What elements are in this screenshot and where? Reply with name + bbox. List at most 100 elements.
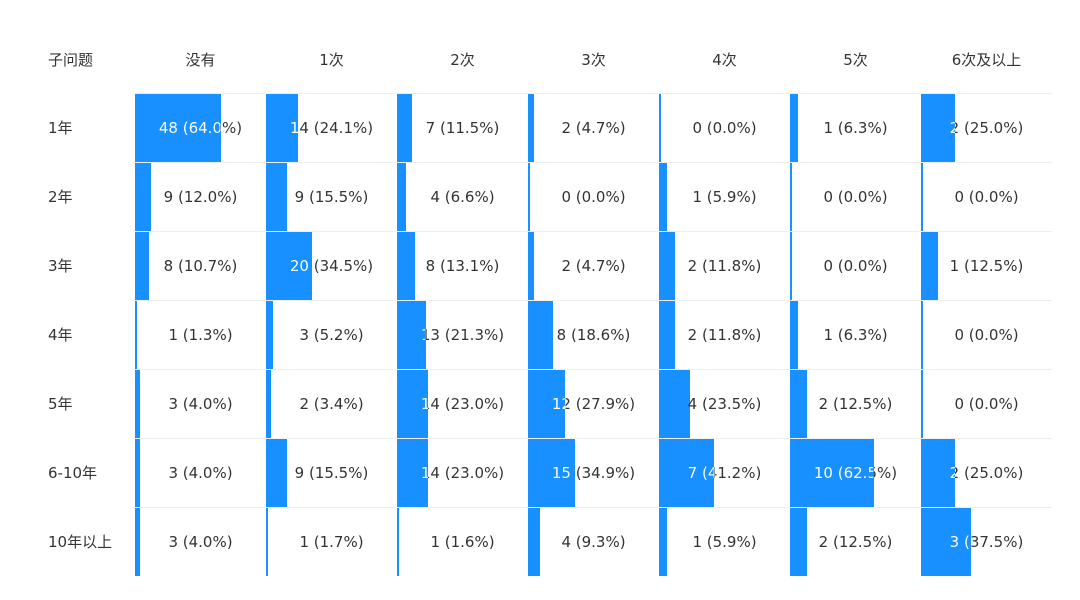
percent-bar: [659, 370, 691, 438]
cell-value: 1 (5.9%): [692, 188, 757, 206]
column-header: 6次及以上: [951, 51, 1022, 69]
cell-value: 13 (21.3%): [420, 326, 505, 344]
cell-value: 12 (27.9%): [551, 395, 636, 413]
data-cell: 3 (4.0%): [135, 369, 266, 438]
percent-bar: [921, 163, 923, 231]
percent-bar: [659, 301, 675, 369]
percent-bar: [397, 163, 406, 231]
data-cell: 4 (6.6%): [397, 162, 528, 231]
cell-value: 1 (1.3%): [168, 326, 233, 344]
percent-bar: [790, 232, 792, 300]
column-header: 5次: [843, 51, 868, 69]
row-label: 6-10年: [48, 464, 98, 482]
percent-bar: [790, 370, 807, 438]
percent-bar: [397, 94, 413, 162]
percent-bar: [659, 163, 667, 231]
cell-value: 2 (25.0%): [949, 119, 1024, 137]
percent-bar: [659, 439, 715, 507]
cell-value: 3 (4.0%): [168, 395, 233, 413]
column-header: 1次: [319, 51, 344, 69]
data-cell: 2 (11.8%): [659, 231, 790, 300]
cell-value: 2 (11.8%): [687, 257, 762, 275]
corner-header: 子问题: [48, 51, 94, 69]
data-cell: 2 (4.7%): [528, 93, 659, 162]
cell-value: 7 (11.5%): [425, 119, 500, 137]
cell-value: 2 (25.0%): [949, 464, 1024, 482]
cell-value: 0 (0.0%): [954, 395, 1019, 413]
cell-value: 9 (15.5%): [294, 464, 369, 482]
percent-bar: [921, 508, 972, 576]
data-cell: 15 (34.9%): [528, 438, 659, 507]
cell-value: 0 (0.0%): [823, 188, 888, 206]
data-cell: 0 (0.0%): [921, 369, 1052, 438]
cell-value: 8 (18.6%): [556, 326, 631, 344]
data-cell: 14 (23.0%): [397, 438, 528, 507]
data-cell: 0 (0.0%): [528, 162, 659, 231]
data-cell: 2 (4.7%): [528, 231, 659, 300]
percent-bar: [659, 232, 675, 300]
percent-bar: [528, 370, 566, 438]
column-header: 2次: [450, 51, 475, 69]
data-cell: 0 (0.0%): [790, 162, 921, 231]
cell-value: 1 (5.9%): [692, 533, 757, 551]
percent-bar: [790, 301, 799, 369]
percent-bar: [397, 301, 426, 369]
cell-value: 1 (6.3%): [823, 119, 888, 137]
percent-bar: [659, 508, 667, 576]
cell-value: 15 (34.9%): [551, 464, 636, 482]
cell-value: 2 (11.8%): [687, 326, 762, 344]
percent-bar: [266, 439, 287, 507]
cell-value: 8 (10.7%): [163, 257, 238, 275]
data-cell: 1 (6.3%): [790, 93, 921, 162]
cell-value: 1 (6.3%): [823, 326, 888, 344]
data-cell: 3 (4.0%): [135, 438, 266, 507]
cell-value: 3 (5.2%): [299, 326, 364, 344]
data-cell: 3 (5.2%): [266, 300, 397, 369]
data-cell: 1 (6.3%): [790, 300, 921, 369]
cell-value: 3 (37.5%): [949, 533, 1024, 551]
percent-bar: [921, 370, 923, 438]
percent-bar: [135, 508, 141, 576]
percent-bar: [266, 508, 269, 576]
data-cell: 20 (34.5%): [266, 231, 397, 300]
cell-value: 1 (12.5%): [949, 257, 1024, 275]
percent-bar: [528, 232, 535, 300]
cell-value: 2 (12.5%): [818, 533, 893, 551]
data-cell: 2 (25.0%): [921, 93, 1052, 162]
data-cell: 12 (27.9%): [528, 369, 659, 438]
cell-value: 1 (1.7%): [299, 533, 364, 551]
percent-bar: [135, 163, 152, 231]
percent-bar: [790, 439, 874, 507]
data-cell: 1 (5.9%): [659, 507, 790, 576]
row-label: 4年: [48, 326, 73, 344]
percent-bar: [528, 508, 541, 576]
cell-value: 9 (15.5%): [294, 188, 369, 206]
percent-bar: [135, 232, 150, 300]
percent-bar: [397, 370, 428, 438]
row-label: 5年: [48, 395, 73, 413]
cell-value: 0 (0.0%): [954, 188, 1019, 206]
cell-value: 14 (23.0%): [420, 464, 505, 482]
data-cell: 8 (13.1%): [397, 231, 528, 300]
percent-bar: [266, 301, 273, 369]
percent-bar: [528, 439, 575, 507]
percent-bar: [397, 232, 415, 300]
data-cell: 9 (15.5%): [266, 162, 397, 231]
data-cell: 0 (0.0%): [659, 93, 790, 162]
percent-bar: [528, 163, 530, 231]
percent-bar: [921, 94, 955, 162]
data-cell: 0 (0.0%): [921, 300, 1052, 369]
cell-value: 48 (64.0%): [158, 119, 243, 137]
percent-bar: [921, 232, 938, 300]
data-cell: 3 (37.5%): [921, 507, 1052, 576]
data-cell: 9 (15.5%): [266, 438, 397, 507]
percent-bar: [135, 439, 141, 507]
data-cell: 1 (1.3%): [135, 300, 266, 369]
data-cell: 48 (64.0%): [135, 93, 266, 162]
percent-bar: [266, 94, 299, 162]
cell-value: 0 (0.0%): [692, 119, 757, 137]
row-label: 1年: [48, 119, 73, 137]
data-cell: 8 (10.7%): [135, 231, 266, 300]
cell-value: 7 (41.2%): [687, 464, 762, 482]
